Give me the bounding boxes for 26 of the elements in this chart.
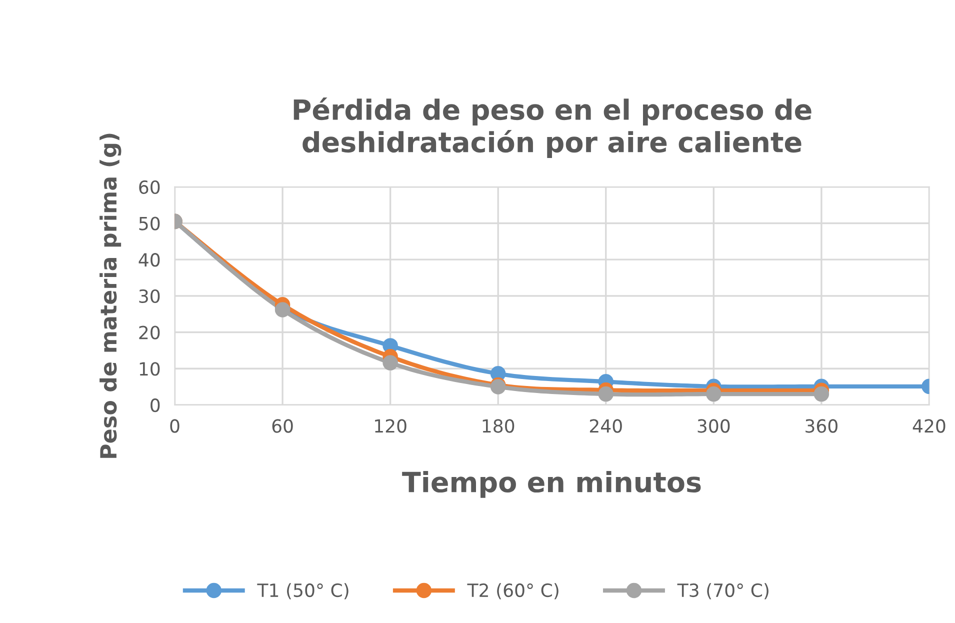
legend-label: T3 (70° C) [677, 583, 768, 600]
y-axis-title: Peso de materia prima (g) [100, 134, 122, 458]
y-tick-label: 0 [150, 398, 160, 412]
x-tick-label: 240 [590, 419, 622, 433]
x-tick-label: 300 [698, 419, 730, 433]
point [382, 355, 398, 370]
x-axis-title: Tiempo en minutos [402, 471, 701, 498]
point [598, 386, 614, 402]
chart-title: Pérdida de peso en el proceso de deshidratación por aire caliente [294, 98, 812, 158]
y-tick-label: 30 [139, 289, 160, 304]
y-tick-label: 10 [140, 362, 160, 376]
x-tick-label: 360 [806, 419, 838, 433]
y-tick-label: 50 [139, 216, 160, 230]
legend-label: T1 (50° C) [257, 583, 348, 600]
point [706, 386, 722, 402]
x-tick-label: 0 [170, 419, 180, 433]
x-tick-label: 120 [375, 419, 406, 433]
legend-label: T2 (60° C) [467, 583, 558, 600]
x-tick-label: 60 [272, 419, 293, 433]
point [274, 302, 290, 318]
point [814, 386, 830, 402]
x-tick-label: 420 [912, 419, 946, 433]
x-tick-label: 180 [482, 419, 514, 433]
y-tick-label: 20 [139, 326, 160, 340]
y-tick-label: 60 [139, 180, 160, 194]
y-tick-label: 40 [138, 253, 160, 267]
